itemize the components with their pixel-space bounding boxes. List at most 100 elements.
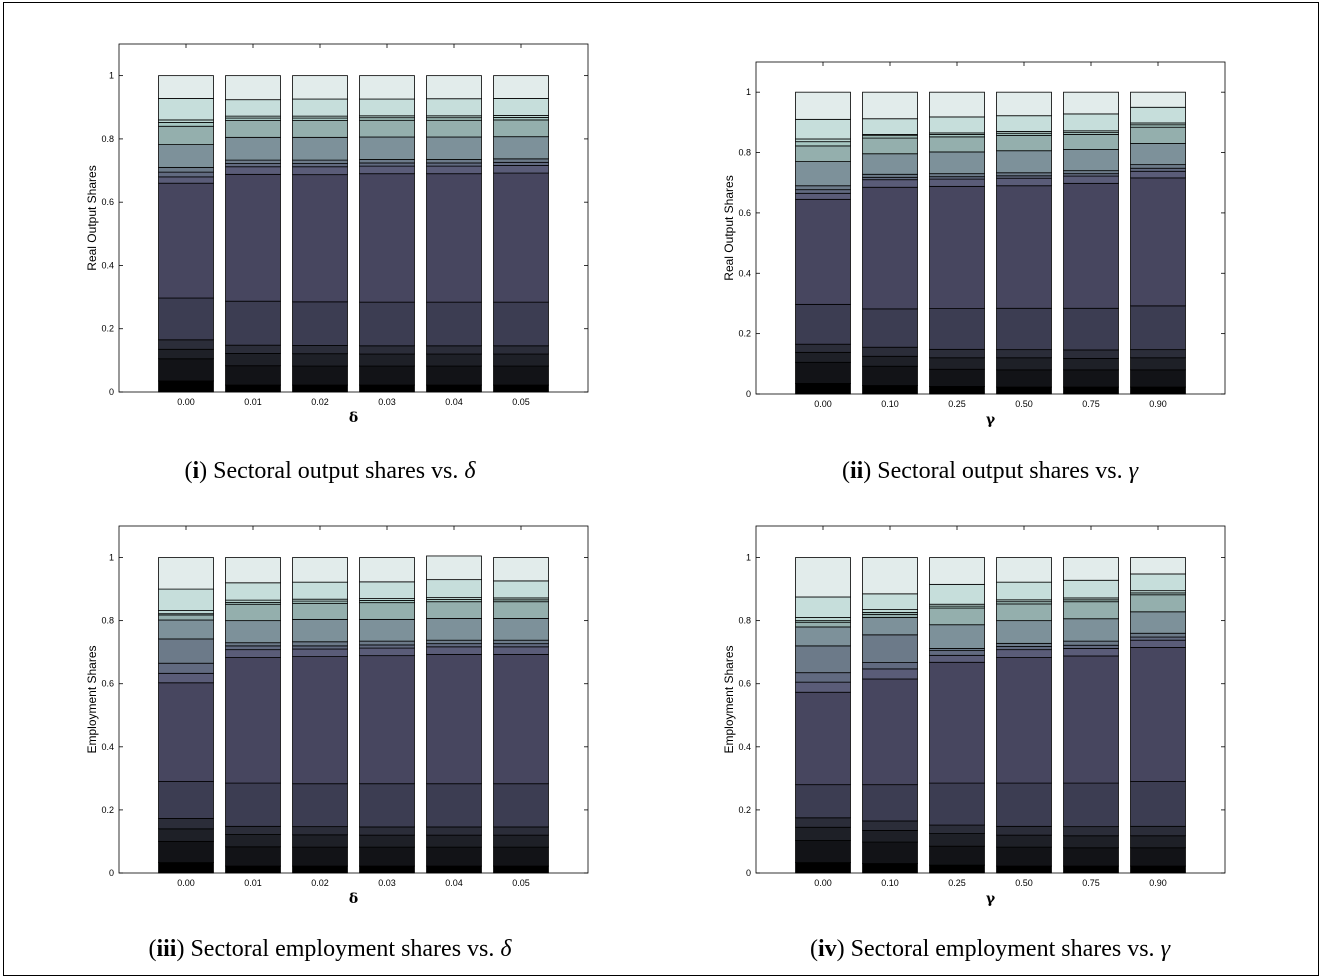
bar-segment: [493, 119, 549, 138]
bar-segment: [225, 645, 281, 651]
bar-segment: [795, 626, 851, 647]
caption-symbol: γ: [1128, 458, 1139, 484]
bar-segment: [862, 118, 918, 135]
bar-segment: [359, 119, 415, 138]
bar-segment: [225, 173, 281, 302]
bar-segment: [1130, 557, 1186, 575]
bar-segment: [426, 345, 482, 355]
bar-segment: [359, 644, 415, 649]
bar-segment: [225, 649, 281, 658]
caption-label: i: [192, 458, 200, 484]
caption-text: Sectoral output shares vs.: [877, 458, 1129, 484]
bar-segment: [158, 828, 214, 842]
bar-segment: [929, 624, 985, 649]
bar-segment: [929, 136, 985, 153]
bar-segment: [292, 846, 348, 867]
bar-segment: [996, 557, 1052, 583]
bar-stack-0.05: [493, 75, 549, 393]
bar-stack-0.00: [158, 557, 214, 874]
bar-segment: [493, 158, 549, 163]
x-tick-label: 0.00: [177, 878, 195, 888]
bar-segment: [426, 119, 482, 138]
bar-segment: [225, 557, 281, 584]
bar-segment: [1130, 594, 1186, 613]
bar-segment: [1063, 349, 1119, 359]
bar-segment: [225, 166, 281, 175]
bar-segment: [862, 355, 918, 367]
y-tick-label: 0.2: [101, 324, 114, 334]
bar-segment: [1063, 557, 1119, 581]
caption-text: Sectoral employment shares vs.: [850, 936, 1161, 962]
bar-segment: [929, 557, 985, 585]
bar-segment: [795, 617, 851, 622]
x-tick-label: 0.02: [311, 878, 329, 888]
bar-segment: [862, 634, 918, 663]
bar-segment: [225, 300, 281, 346]
y-tick-label: 0.4: [101, 260, 114, 270]
bar-segment: [862, 137, 918, 155]
bar-segment: [1130, 847, 1186, 867]
bar-segment: [795, 91, 851, 120]
bar-segment: [359, 783, 415, 828]
x-tick-label: 0.25: [948, 878, 966, 888]
bar-segment: [929, 91, 985, 118]
bar-segment: [493, 783, 549, 828]
bar-segment: [929, 348, 985, 359]
chart-employment-gamma: 0 0.2 0.4 0.6 0.8 1 0.00 0.10 0.25 0.50 0.75 0.90 γ E…: [722, 525, 1226, 907]
bar-segment: [862, 365, 918, 386]
bar-segment: [1063, 579, 1119, 599]
bar-segment: [996, 349, 1052, 359]
bar-segment: [158, 297, 214, 341]
bar-segment: [929, 824, 985, 834]
x-axis-label: γ: [986, 891, 996, 907]
x-tick-label: 0.00: [814, 399, 832, 409]
bar-segment: [359, 846, 415, 867]
bar-segment: [493, 646, 549, 655]
bar-segment: [292, 826, 348, 836]
bar-segment: [1130, 835, 1186, 849]
bar-segment: [1063, 826, 1119, 837]
plot-area-border: [118, 43, 589, 393]
bar-segment: [862, 678, 918, 786]
x-tick-label: 0.00: [814, 878, 832, 888]
bar-segment: [795, 645, 851, 674]
bar-segment: [158, 358, 214, 382]
caption-symbol: δ: [500, 936, 512, 962]
bar-stack-0.50: [996, 557, 1052, 874]
bar-segment: [1063, 91, 1119, 115]
bar-segment: [1063, 618, 1119, 642]
bar-segment: [862, 613, 918, 618]
bar-segment: [158, 166, 214, 173]
chart-employment-delta: 0 0.2 0.4 0.6 0.8 1 0.00 0.01 0.02 0.03 0.04 0.05 δ E…: [85, 525, 589, 907]
bar-segment: [225, 642, 281, 647]
x-tick-label: 0.05: [512, 878, 530, 888]
bar-segment: [426, 98, 482, 117]
caption-iv: (iv) Sectoral employment shares vs. γ: [809, 936, 1171, 962]
y-tick-label: 0.4: [738, 742, 751, 752]
bar-segment: [292, 648, 348, 657]
bar-segment: [493, 98, 549, 116]
y-tick-label: 1: [109, 553, 114, 563]
bar-segment: [493, 353, 549, 367]
chart-output-gamma: 0 0.2 0.4 0.6 0.8 1 0.00 0.10 0.25 0.50 0.75 0.90 γ R…: [722, 61, 1226, 428]
bar-segment: [426, 846, 482, 867]
bar-segment: [493, 653, 549, 785]
bar-segment: [996, 357, 1052, 371]
bar-segment: [929, 368, 985, 387]
bar-stack-0.90: [1130, 557, 1186, 874]
bar-segment: [1063, 835, 1119, 849]
bar-segment: [862, 820, 918, 831]
bar-segment: [493, 601, 549, 619]
bar-segment: [1130, 349, 1186, 359]
plot-area-border: [755, 525, 1226, 874]
bar-segment: [225, 365, 281, 386]
plot-area-border: [755, 61, 1226, 395]
bar-segment: [426, 365, 482, 386]
bar-stack-0.02: [292, 75, 348, 393]
bar-segment: [225, 136, 281, 161]
x-tick-label: 0.10: [881, 399, 899, 409]
bar-segment: [292, 136, 348, 161]
bar-segment: [1063, 149, 1119, 172]
bar-segment: [225, 352, 281, 367]
bar-segment: [1063, 307, 1119, 351]
